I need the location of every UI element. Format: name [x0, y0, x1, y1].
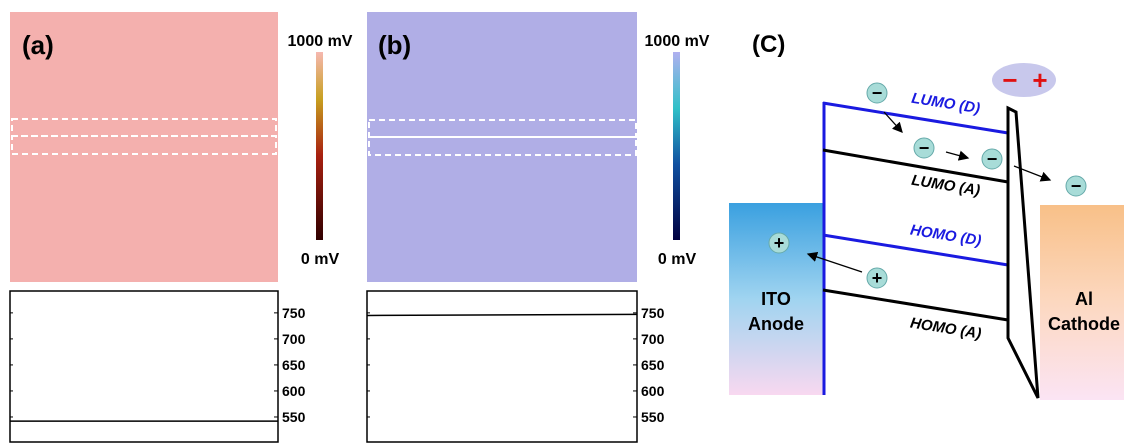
- y-tick-label: 600: [641, 383, 665, 399]
- bias-plus: +: [1032, 65, 1047, 95]
- y-tick-label: 700: [282, 331, 306, 347]
- cathode: [1040, 205, 1124, 400]
- electron-sign: −: [919, 138, 930, 158]
- anode-label: Anode: [748, 314, 804, 334]
- level-label: LUMO (D): [910, 90, 981, 118]
- data-line: [366, 313, 638, 317]
- electron-sign: −: [987, 149, 998, 169]
- hole: [768, 232, 790, 254]
- y-tick-label: 750: [282, 305, 306, 321]
- y-tick-label: 650: [641, 357, 665, 373]
- cathode-line: [1006, 105, 1040, 399]
- plot-frame: [9, 290, 279, 443]
- map-a: [10, 12, 278, 282]
- level-line: [822, 101, 1009, 135]
- panel-label: (b): [378, 30, 411, 60]
- roi-b: [368, 119, 637, 156]
- level-label: HOMO (D): [909, 222, 982, 250]
- plot-frame: [366, 290, 638, 443]
- electron: [866, 82, 888, 104]
- colorbar-min: 0 mV: [301, 251, 340, 268]
- diagram: (C) ITO Anode Al Cathode LUMO (D) LUMO (…: [729, 31, 1124, 400]
- panel-label: (C): [752, 31, 785, 58]
- hole: [866, 267, 888, 289]
- level-line: [822, 148, 1009, 184]
- cathode-label: Al: [1075, 289, 1093, 309]
- electron: [1065, 175, 1087, 197]
- panel-label: (a): [22, 30, 54, 60]
- bias: [992, 63, 1056, 97]
- y-tick-label: 550: [641, 409, 665, 425]
- colorbar: [316, 52, 323, 240]
- hole-sign: +: [774, 233, 785, 253]
- level-line: [822, 288, 1009, 322]
- hole-sign: +: [872, 268, 883, 288]
- colorbar: [673, 52, 680, 240]
- bias-minus: −: [1002, 65, 1017, 95]
- level-line: [822, 233, 1009, 267]
- map-b: [367, 12, 637, 282]
- level-label: HOMO (A): [909, 315, 982, 343]
- colorbar-max: 1000 mV: [288, 33, 353, 50]
- electron: [981, 148, 1003, 170]
- y-tick-label: 600: [282, 383, 306, 399]
- y-tick-label: 750: [641, 305, 665, 321]
- colorbar-max: 1000 mV: [645, 33, 710, 50]
- cathode-label: Cathode: [1048, 314, 1120, 334]
- arrows: [806, 111, 1052, 273]
- electron-sign: −: [872, 83, 883, 103]
- electron: [913, 137, 935, 159]
- anode-label: ITO: [761, 289, 791, 309]
- y-tick-label: 550: [282, 409, 306, 425]
- electron-sign: −: [1071, 176, 1082, 196]
- y-tick-label: 700: [641, 331, 665, 347]
- y-tick-label: 650: [282, 357, 306, 373]
- roi-a: [11, 118, 277, 155]
- colorbar-min: 0 mV: [658, 251, 697, 268]
